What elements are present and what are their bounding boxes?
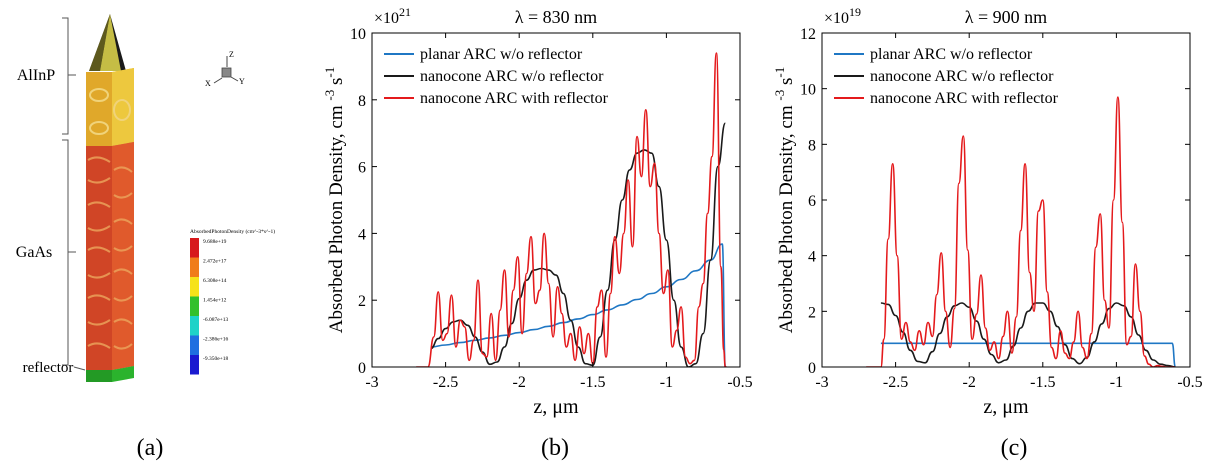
legend-entry-label: nanocone ARC w/o reflector bbox=[420, 68, 604, 85]
x-tick-label: -3 bbox=[365, 374, 378, 391]
legend-entry-label: planar ARC w/o reflector bbox=[420, 46, 583, 63]
axes-triad: Z X Y bbox=[205, 50, 245, 88]
colorbar-swatch bbox=[190, 316, 199, 336]
gaas-label: GaAs bbox=[16, 244, 52, 261]
legend-entry-label: planar ARC w/o reflector bbox=[870, 46, 1033, 63]
panel-label: (b) bbox=[541, 435, 569, 461]
series-line-nanocone-arc-with-reflector bbox=[866, 96, 1176, 367]
gaas-block bbox=[86, 142, 134, 370]
chart-panel-900nm: -3 -2.5 -2 -1.5 -1 -0.5 0 2 4 6 8 10 12 ×1019 λ = 900 … bbox=[770, 0, 1211, 464]
y-tick-label: 0 bbox=[808, 360, 816, 377]
x-tick-label: -1.5 bbox=[1030, 374, 1055, 391]
colorbar-title: AbsorbedPhotonDensity (cm^-3*s^-1) bbox=[190, 228, 275, 235]
y-tick-label: 8 bbox=[808, 137, 816, 154]
chart-title: λ = 900 nm bbox=[965, 7, 1047, 27]
triad-y-label: Y bbox=[239, 77, 245, 86]
x-tick-label: -3 bbox=[815, 374, 828, 391]
y-tick-label: 10 bbox=[350, 26, 366, 43]
x-tick-label: -1 bbox=[1110, 374, 1123, 391]
plot-area bbox=[416, 52, 727, 367]
colorbar-tick-label: -6.087e+13 bbox=[203, 317, 228, 323]
series-line-planar-arc-w-o-reflector bbox=[430, 243, 727, 367]
x-tick-label: -1 bbox=[660, 374, 673, 391]
y-tick-label: 12 bbox=[800, 26, 816, 43]
axes-frame bbox=[371, 32, 741, 368]
colorbar-swatch bbox=[190, 257, 199, 277]
colorbar-swatch bbox=[190, 335, 199, 355]
nanocone bbox=[89, 14, 126, 71]
legend-entry-label: nanocone ARC with reflector bbox=[420, 90, 609, 107]
y-tick-label: 6 bbox=[358, 160, 366, 177]
y-tick-label: 8 bbox=[358, 93, 366, 110]
y-tick-label: 0 bbox=[358, 360, 366, 377]
colorbar-swatch bbox=[190, 277, 199, 297]
triad-z-label: Z bbox=[229, 50, 234, 59]
x-axis-label: z, μm bbox=[533, 396, 579, 418]
legend-entry-label: nanocone ARC with reflector bbox=[870, 90, 1059, 107]
chart-900nm: -3 -2.5 -2 -1.5 -1 -0.5 0 2 4 6 8 10 12 ×1019 λ = 900 … bbox=[772, 5, 1203, 461]
structure-view: AlInP GaAs reflector bbox=[16, 14, 275, 461]
colorbar-swatch bbox=[190, 355, 199, 375]
chart-panel-830nm: -3 -2.5 -2 -1.5 -1 -0.5 0 2 4 6 8 10 ×1021 λ = 830 nm… bbox=[300, 0, 770, 464]
chart-830nm: -3 -2.5 -2 -1.5 -1 -0.5 0 2 4 6 8 10 ×1021 λ = 830 nm… bbox=[322, 5, 753, 461]
colorbar-tick-label: -9.350e+18 bbox=[203, 356, 228, 362]
y-tick-label: 6 bbox=[808, 193, 816, 210]
plot-area bbox=[866, 96, 1177, 367]
colorbar: AbsorbedPhotonDensity (cm^-3*s^-1) 9.688… bbox=[190, 228, 275, 375]
reflector-label: reflector bbox=[23, 360, 74, 376]
series-line-nanocone-arc-with-reflector bbox=[416, 52, 727, 367]
legend: planar ARC w/o reflector nanocone ARC w/o… bbox=[384, 46, 609, 107]
x-tick-label: -2 bbox=[963, 374, 976, 391]
y-axis-label: Absorbed Photon Density, cm -3 s-1 bbox=[772, 67, 797, 333]
series-line-nanocone-arc-w-o-reflector bbox=[880, 302, 1176, 367]
chart-title: λ = 830 nm bbox=[515, 7, 597, 27]
colorbar-tick-label: 6.308e+14 bbox=[203, 278, 227, 284]
y-multiplier: ×1021 bbox=[374, 5, 411, 27]
triad-x-label: X bbox=[205, 79, 211, 88]
alinp-bracket bbox=[62, 17, 76, 135]
colorbar-swatch bbox=[190, 296, 199, 316]
alinp-block bbox=[86, 68, 134, 146]
colorbar-tick-label: -2.386e+16 bbox=[203, 337, 228, 343]
reflector-leader bbox=[73, 366, 86, 371]
colorbar-swatch bbox=[190, 238, 199, 258]
y-tick-label: 10 bbox=[800, 82, 816, 99]
y-tick-label: 2 bbox=[808, 304, 816, 321]
series-line-planar-arc-w-o-reflector bbox=[880, 342, 1177, 367]
y-axis-label: Absorbed Photon Density, cm -3 s-1 bbox=[322, 67, 347, 333]
legend: planar ARC w/o reflector nanocone ARC w/o… bbox=[834, 46, 1059, 107]
y-tick-label: 4 bbox=[358, 226, 366, 243]
reflector-block bbox=[86, 366, 134, 382]
legend-entry-label: nanocone ARC w/o reflector bbox=[870, 68, 1054, 85]
panel-label: (c) bbox=[1001, 435, 1028, 461]
structure-panel: AlInP GaAs reflector bbox=[0, 0, 300, 464]
x-tick-label: -2 bbox=[513, 374, 526, 391]
y-tick-label: 4 bbox=[808, 249, 816, 266]
y-tick-label: 2 bbox=[358, 293, 366, 310]
colorbar-tick-label: 1.454e+12 bbox=[203, 298, 227, 304]
x-tick-label: -2.5 bbox=[883, 374, 908, 391]
colorbar-tick-label: 2.472e+17 bbox=[203, 259, 227, 265]
panel-label-a: (a) bbox=[137, 435, 164, 461]
x-tick-label: -0.5 bbox=[727, 374, 752, 391]
gaas-bracket bbox=[62, 139, 76, 366]
y-multiplier: ×1019 bbox=[824, 5, 861, 27]
x-axis-label: z, μm bbox=[983, 396, 1029, 418]
series-line-nanocone-arc-w-o-reflector bbox=[430, 122, 727, 367]
colorbar-tick-label: 9.688e+19 bbox=[203, 239, 227, 245]
x-tick-label: -1.5 bbox=[580, 374, 605, 391]
alinp-label: AlInP bbox=[17, 67, 55, 84]
x-tick-label: -0.5 bbox=[1177, 374, 1202, 391]
x-tick-label: -2.5 bbox=[433, 374, 458, 391]
